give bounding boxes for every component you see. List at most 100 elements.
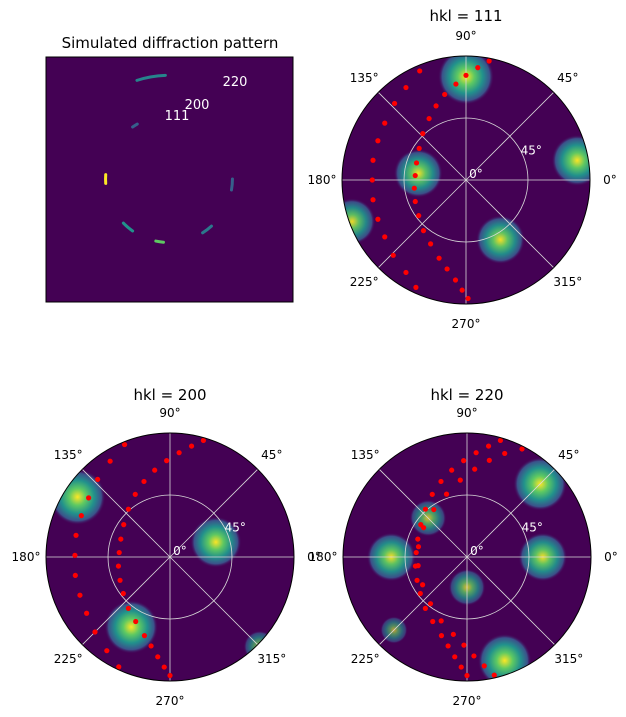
- series-1-point-9: [84, 610, 90, 616]
- series-0-point-18: [452, 654, 458, 660]
- series-0-point-10: [413, 549, 419, 556]
- theta-tick-label-2: 90°: [456, 406, 477, 420]
- polar-title: hkl = 111: [429, 7, 502, 25]
- theta-tick-label-2: 90°: [159, 406, 180, 420]
- series-1-point-7: [72, 572, 78, 579]
- series-0-point-4: [152, 467, 158, 473]
- series-1-point-11: [403, 269, 409, 276]
- series-1-point-10: [419, 582, 426, 588]
- series-1-point-12: [116, 664, 122, 670]
- series-0-point-9: [413, 160, 420, 166]
- diffraction-title: Simulated diffraction pattern: [62, 34, 279, 52]
- theta-tick-label-0: 0°: [603, 173, 617, 187]
- r-gridline-45: [404, 494, 530, 620]
- theta-tick-label-4: 180°: [308, 173, 337, 187]
- series-0-point-7: [420, 131, 426, 137]
- theta-tick-label-7: 315°: [554, 652, 583, 666]
- series-1-point-6: [431, 506, 437, 513]
- series-1-point-6: [369, 177, 375, 183]
- theta-tick-label-2: 90°: [455, 29, 476, 43]
- theta-tick-label-1: 45°: [558, 448, 579, 462]
- diffraction-image: [45, 56, 294, 303]
- series-0-point-4: [442, 91, 448, 98]
- series-1-point-3: [472, 466, 478, 472]
- series-0-point-4: [449, 467, 455, 473]
- series-1-point-1: [107, 458, 113, 464]
- diffraction-rings: [104, 73, 234, 244]
- series-0-point-12: [412, 198, 418, 205]
- series-1-point-12: [438, 618, 444, 624]
- r-gridline-45: [403, 117, 529, 243]
- polar-panel-111: hkl = 111 0° 45° 90° 135° 180° 225° 270° 315° 0° 4…: [308, 7, 617, 331]
- series-0-point-20: [464, 672, 470, 679]
- series-1-point-12: [413, 284, 419, 290]
- series-1-point-5: [73, 532, 79, 538]
- series-1-point-17: [491, 672, 497, 678]
- series-1-point-2: [391, 100, 398, 107]
- series-0-point-13: [416, 213, 422, 219]
- series-0-point-14: [420, 228, 427, 234]
- series-1-point-10: [390, 252, 396, 258]
- r-tick-label-45: 45°: [521, 143, 542, 157]
- intensity-peak-2: [393, 148, 443, 198]
- ring-220-arc-0: [135, 73, 167, 82]
- theta-tick-label-5: 225°: [351, 652, 380, 666]
- theta-tick-label-3: 135°: [54, 448, 83, 462]
- series-0-point-18: [452, 277, 459, 283]
- r-tick-label-45: 45°: [225, 520, 246, 534]
- series-1-point-15: [471, 653, 477, 659]
- series-1-point-11: [104, 648, 110, 654]
- series-0-point-11: [115, 563, 122, 569]
- theta-tick-label-3: 135°: [351, 448, 380, 462]
- series-0-point-13: [417, 590, 423, 597]
- series-0-point-0: [200, 437, 207, 444]
- series-0-point-12: [117, 577, 123, 583]
- series-0-point-9: [118, 536, 124, 542]
- series-0-point-2: [463, 72, 469, 78]
- intensity-peak-1: [551, 134, 590, 186]
- series-0-point-15: [133, 618, 139, 625]
- series-0-point-17: [445, 643, 451, 649]
- intensity-peak-3: [476, 215, 525, 265]
- theta-tick-label-1: 45°: [261, 448, 282, 462]
- series-1-point-4: [375, 138, 381, 144]
- ring-111-arc-5: [229, 177, 234, 192]
- series-1-point-1: [502, 450, 508, 457]
- series-1-point-14: [461, 642, 467, 648]
- series-0-point-6: [429, 491, 435, 497]
- series-0-point-5: [438, 478, 444, 485]
- series-0-point-0: [497, 437, 504, 444]
- series-0-point-20: [465, 295, 471, 302]
- r-tick-label-0: 0°: [173, 544, 187, 558]
- series-1-point-2: [95, 476, 101, 483]
- series-0-point-11: [411, 185, 417, 191]
- series-0-point-2: [176, 450, 182, 456]
- theta-tick-label-4: 180°: [12, 550, 41, 564]
- ring-label-200: 200: [185, 98, 210, 113]
- intensity-peak-1: [190, 516, 242, 568]
- polar-title: hkl = 220: [430, 386, 503, 404]
- r-tick-label-0: 0°: [469, 167, 483, 181]
- ring-label-111: 111: [165, 109, 190, 124]
- series-1-point-16: [481, 663, 487, 669]
- series-0-point-19: [161, 664, 167, 670]
- series-1-point-5: [443, 491, 450, 497]
- intensity-peak-4: [342, 198, 376, 245]
- series-0-point-16: [141, 633, 148, 639]
- series-0-point-3: [453, 81, 459, 87]
- series-1-point-4: [78, 513, 84, 519]
- series-0-point-7: [125, 506, 132, 512]
- series-0-point-0: [486, 58, 492, 64]
- ring-111-arc-0: [131, 122, 139, 129]
- series-1-point-3: [86, 495, 92, 501]
- series-0-point-5: [141, 478, 147, 485]
- series-0-point-19: [459, 287, 465, 293]
- theta-tick-label-6: 270°: [452, 317, 481, 331]
- series-0-point-18: [155, 654, 161, 660]
- series-1-point-11: [427, 601, 434, 607]
- r-tick-label-45: 45°: [522, 520, 543, 534]
- series-0-point-19: [458, 664, 464, 670]
- series-0-point-17: [444, 266, 450, 272]
- polar-title: hkl = 200: [133, 386, 206, 404]
